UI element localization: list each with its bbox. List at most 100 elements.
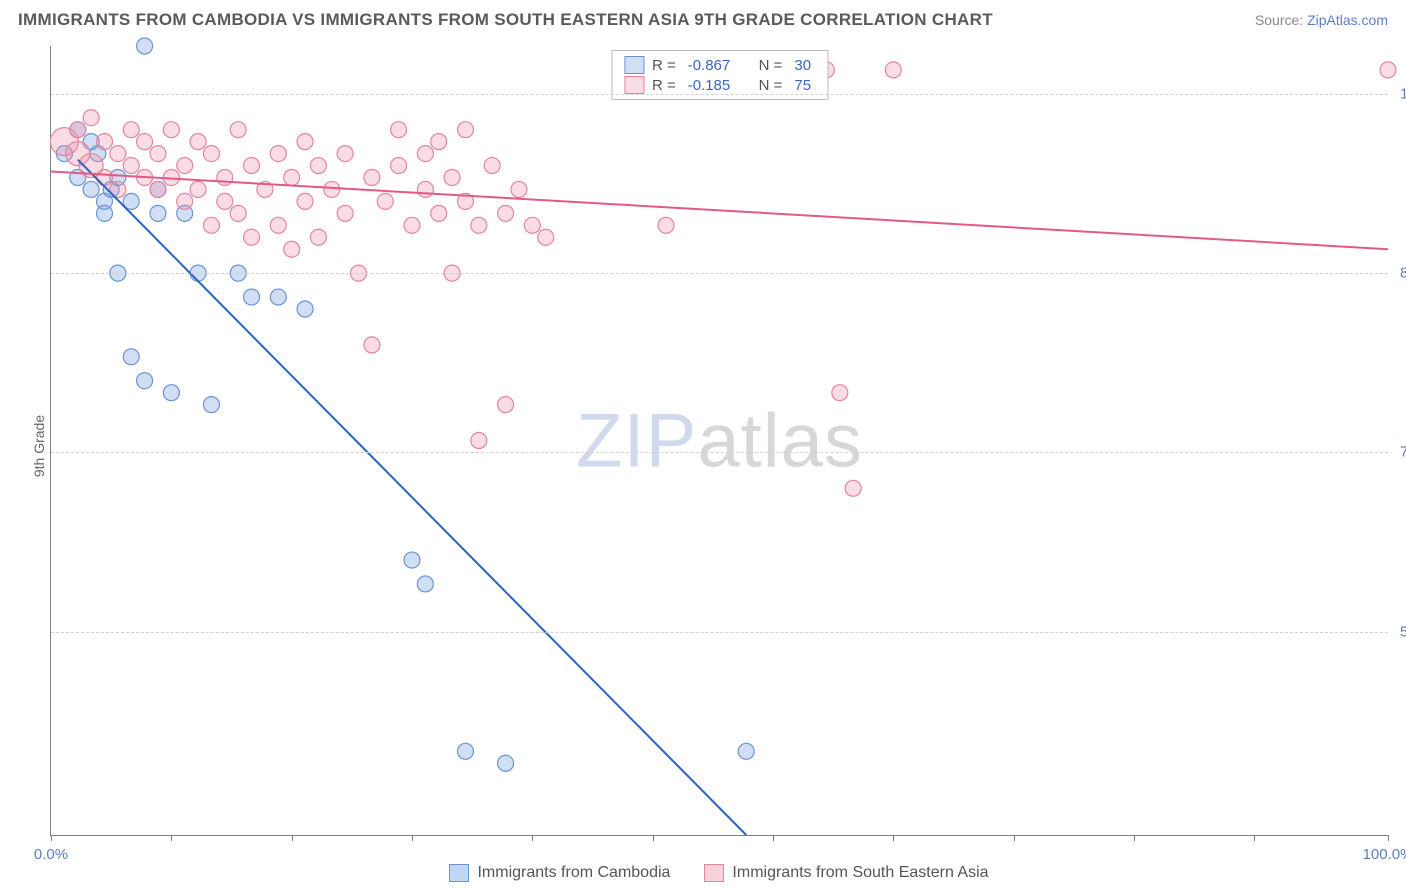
- data-point: [377, 193, 393, 209]
- data-point: [96, 134, 112, 150]
- data-point: [658, 217, 674, 233]
- x-tick: [1254, 835, 1255, 841]
- x-tick-label: 100.0%: [1363, 846, 1406, 863]
- data-point: [190, 134, 206, 150]
- data-point: [417, 146, 433, 162]
- y-tick-label: 100.0%: [1394, 85, 1406, 102]
- x-tick: [532, 835, 533, 841]
- regression-line: [78, 160, 747, 835]
- legend-r-label: R =: [652, 77, 676, 94]
- data-point: [203, 217, 219, 233]
- y-axis-label: 9th Grade: [31, 415, 47, 477]
- data-point: [163, 385, 179, 401]
- data-point: [137, 134, 153, 150]
- gridline-h: [51, 273, 1388, 274]
- legend-row: R = -0.867 N = 30: [624, 55, 815, 75]
- legend-swatch: [624, 56, 644, 74]
- data-point: [391, 122, 407, 138]
- x-tick: [1134, 835, 1135, 841]
- data-point: [244, 229, 260, 245]
- legend-swatch: [449, 864, 469, 882]
- gridline-h: [51, 94, 1388, 95]
- data-point: [217, 170, 233, 186]
- data-point: [284, 170, 300, 186]
- legend-swatch: [704, 864, 724, 882]
- y-tick-label: 70.0%: [1394, 444, 1406, 461]
- data-point: [190, 181, 206, 197]
- legend-label: Immigrants from South Eastern Asia: [732, 864, 988, 882]
- data-point: [1380, 62, 1396, 78]
- data-point: [96, 170, 112, 186]
- x-tick: [171, 835, 172, 841]
- data-point: [297, 301, 313, 317]
- data-point: [832, 385, 848, 401]
- data-point: [137, 373, 153, 389]
- data-point: [137, 38, 153, 54]
- legend-r-value: -0.867: [688, 57, 731, 74]
- data-point: [484, 158, 500, 174]
- data-point: [310, 229, 326, 245]
- data-point: [123, 122, 139, 138]
- data-point: [217, 193, 233, 209]
- data-point: [524, 217, 540, 233]
- data-point: [471, 433, 487, 449]
- data-point: [738, 743, 754, 759]
- data-point: [244, 289, 260, 305]
- x-tick: [292, 835, 293, 841]
- data-point: [538, 229, 554, 245]
- data-point: [471, 217, 487, 233]
- data-point: [404, 552, 420, 568]
- chart-header: IMMIGRANTS FROM CAMBODIA VS IMMIGRANTS F…: [0, 0, 1406, 36]
- x-tick: [412, 835, 413, 841]
- data-point: [417, 576, 433, 592]
- chart-title: IMMIGRANTS FROM CAMBODIA VS IMMIGRANTS F…: [18, 10, 993, 30]
- series-legend: Immigrants from Cambodia Immigrants from …: [50, 864, 1388, 882]
- data-point: [417, 181, 433, 197]
- data-point: [364, 170, 380, 186]
- data-point: [270, 289, 286, 305]
- data-point: [498, 755, 514, 771]
- data-point: [177, 158, 193, 174]
- legend-label: Immigrants from Cambodia: [477, 864, 670, 882]
- source-prefix: Source:: [1255, 12, 1307, 28]
- data-point: [457, 122, 473, 138]
- x-tick: [893, 835, 894, 841]
- data-point: [270, 217, 286, 233]
- chart-plot-area: ZIPatlas R = -0.867 N = 30R = -0.185 N =…: [50, 46, 1388, 836]
- data-point: [297, 193, 313, 209]
- data-point: [163, 122, 179, 138]
- legend-r-label: R =: [652, 57, 676, 74]
- data-point: [337, 205, 353, 221]
- data-point: [498, 397, 514, 413]
- x-tick: [653, 835, 654, 841]
- x-tick: [51, 835, 52, 841]
- data-point: [444, 170, 460, 186]
- data-point: [845, 480, 861, 496]
- legend-row: R = -0.185 N = 75: [624, 75, 815, 95]
- data-point: [885, 62, 901, 78]
- data-point: [431, 205, 447, 221]
- y-tick-label: 55.0%: [1394, 623, 1406, 640]
- data-point: [230, 122, 246, 138]
- data-point: [324, 181, 340, 197]
- legend-item: Immigrants from Cambodia: [449, 864, 670, 882]
- legend-n-value: 75: [794, 77, 811, 94]
- data-point: [203, 146, 219, 162]
- y-tick-label: 85.0%: [1394, 265, 1406, 282]
- data-point: [230, 205, 246, 221]
- legend-swatch: [624, 76, 644, 94]
- data-point: [110, 146, 126, 162]
- data-point: [244, 158, 260, 174]
- source-link[interactable]: ZipAtlas.com: [1307, 12, 1388, 28]
- gridline-h: [51, 632, 1388, 633]
- data-point: [404, 217, 420, 233]
- data-point: [284, 241, 300, 257]
- data-point: [123, 158, 139, 174]
- data-point: [337, 146, 353, 162]
- data-point: [297, 134, 313, 150]
- data-point: [96, 205, 112, 221]
- x-tick: [773, 835, 774, 841]
- data-point: [511, 181, 527, 197]
- legend-n-label: N =: [759, 77, 783, 94]
- data-point: [70, 122, 86, 138]
